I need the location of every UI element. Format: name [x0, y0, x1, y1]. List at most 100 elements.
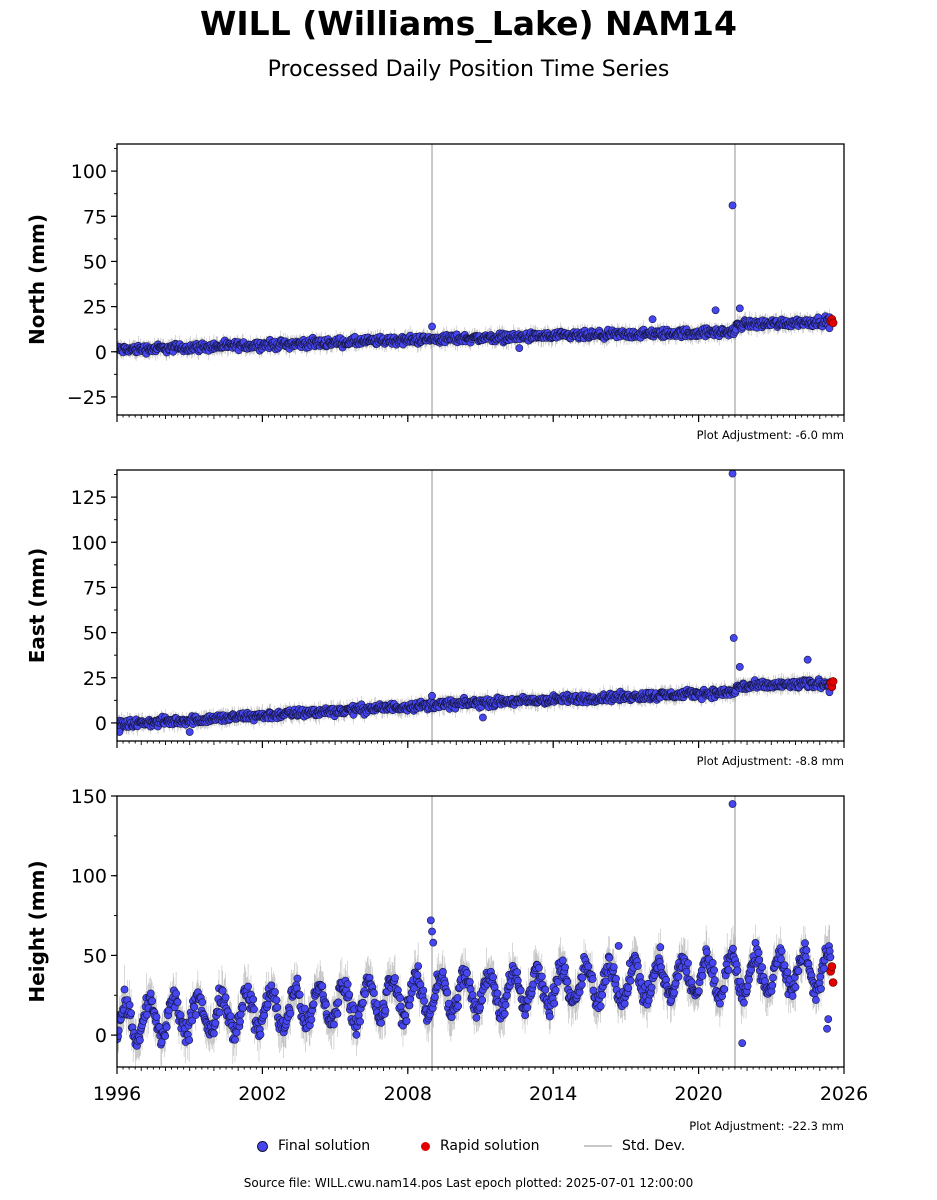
data-point [609, 963, 618, 971]
data-point [684, 959, 692, 968]
data-point [493, 989, 502, 998]
legend-std-marker [584, 1145, 612, 1147]
data-point [462, 969, 471, 977]
data-point [120, 985, 129, 994]
data-point [231, 1035, 239, 1044]
data-point [256, 1030, 265, 1039]
data-point [321, 1000, 330, 1009]
data-point [198, 998, 207, 1007]
data-point [647, 983, 656, 992]
plot-adjustment-note: Plot Adjustment: -22.3 mm [689, 1119, 844, 1133]
data-point [221, 993, 230, 1002]
plot-area [117, 796, 838, 1067]
data-point [612, 974, 620, 983]
rapid-point [828, 318, 838, 328]
data-point [563, 977, 572, 986]
y-tick-label: 100 [71, 161, 107, 183]
data-point [146, 989, 155, 998]
x-tick-label: 2008 [384, 1083, 432, 1105]
data-point [598, 991, 607, 999]
data-point [596, 1002, 605, 1010]
data-point [541, 985, 550, 994]
data-point [352, 1030, 361, 1039]
data-point [535, 963, 543, 972]
data-point [720, 985, 729, 994]
data-point [405, 1001, 414, 1010]
data-point [769, 973, 777, 982]
data-point [135, 1036, 144, 1045]
y-tick-label: 25 [83, 668, 107, 690]
x-tick-label: 1996 [93, 1083, 141, 1105]
data-point [802, 946, 811, 955]
y-tick-label: 75 [83, 577, 107, 599]
data-point [662, 975, 670, 984]
y-tick-label: 50 [83, 251, 107, 273]
outlier-point [735, 304, 744, 313]
data-point [215, 1008, 224, 1017]
data-point [777, 947, 786, 955]
data-point [307, 1015, 316, 1024]
data-point [409, 984, 418, 993]
data-point [788, 992, 797, 1000]
y-tick-label: 50 [83, 623, 107, 645]
outlier-point [738, 1039, 747, 1047]
legend-rapid-label: Rapid solution [440, 1138, 540, 1154]
panel-height: 0 50 100 150 1996 2002 2008 2014 2020 2026 Height … [25, 786, 868, 1133]
data-point [249, 1005, 258, 1014]
final-solution-points [117, 800, 835, 1050]
data-point [708, 959, 717, 967]
data-point [724, 966, 733, 974]
rapid-point [828, 978, 838, 987]
data-point [127, 1009, 136, 1018]
legend-std: Std. Dev. [584, 1138, 685, 1154]
data-point [244, 982, 252, 991]
data-point [454, 1002, 463, 1010]
data-point [333, 1010, 342, 1018]
data-point [173, 998, 182, 1006]
outlier-point [429, 938, 438, 947]
data-point [381, 1006, 390, 1015]
data-point [777, 955, 785, 963]
data-point [577, 980, 586, 989]
data-point [125, 1001, 134, 1009]
y-tick-label: 75 [83, 206, 107, 228]
data-point [271, 988, 279, 996]
outlier-point [711, 306, 720, 315]
data-point [172, 989, 180, 998]
data-point [545, 1012, 554, 1021]
data-point [755, 956, 764, 964]
outlier-point [614, 941, 623, 950]
outlier-point [648, 315, 657, 324]
outlier-point [729, 634, 738, 642]
data-point [356, 1017, 364, 1026]
data-point [501, 1001, 510, 1009]
outlier-point [428, 691, 436, 700]
panel-north: −25 0 25 50 75 100 North (mm) Plot Adjustment: … [25, 143, 845, 442]
data-point [162, 1023, 171, 1032]
data-point [537, 972, 546, 981]
data-point [239, 1004, 247, 1012]
data-point [377, 1019, 385, 1027]
data-point [472, 1013, 481, 1022]
data-point [716, 999, 724, 1008]
data-point [402, 1017, 411, 1025]
plot-adjustment-note: Plot Adjustment: -8.8 mm [697, 754, 844, 768]
y-axis-label: Height (mm) [25, 860, 49, 1002]
outlier-point [728, 201, 737, 210]
data-point [273, 1003, 282, 1012]
data-point [559, 956, 567, 965]
data-point [733, 966, 742, 975]
data-point [801, 939, 809, 948]
data-point [476, 1003, 484, 1012]
data-point [682, 967, 691, 976]
outlier-point [823, 1024, 831, 1033]
y-tick-label: 0 [95, 713, 107, 735]
data-point [236, 1017, 244, 1026]
outlier-point [735, 663, 744, 671]
y-tick-label: 100 [71, 866, 107, 888]
data-point [226, 1012, 235, 1020]
y-tick-label: 0 [95, 342, 107, 364]
legend-final: Final solution [257, 1138, 370, 1154]
data-point [218, 986, 227, 995]
data-point [620, 999, 629, 1008]
